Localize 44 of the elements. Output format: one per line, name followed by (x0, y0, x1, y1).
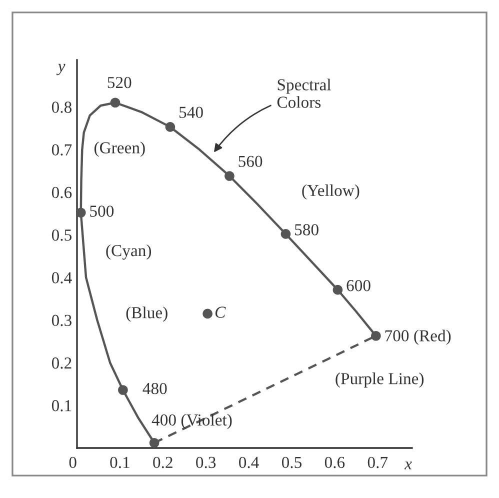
point (110, 98, 120, 108)
x-tick-label: 0.6 (324, 456, 345, 468)
point (165, 122, 176, 132)
annotation: 540 (180, 106, 203, 118)
annotation: (Purple Line) (336, 372, 424, 388)
annotation: 600 (346, 280, 370, 292)
y-tick-label: 0.7 (52, 144, 72, 156)
point (280, 229, 291, 239)
annotation: 580 (295, 224, 318, 236)
point (224, 171, 234, 181)
annotation: (Yellow) (302, 184, 360, 200)
annotation: 520 (108, 76, 132, 88)
x-tick-label: 0.7 (368, 456, 388, 468)
x-axis-title: x (404, 462, 412, 470)
annotation: (Blue) (126, 306, 168, 322)
point (118, 385, 128, 395)
y-tick-label: 0.1 (52, 400, 72, 412)
x-tick-label: 0.4 (239, 456, 259, 468)
point (77, 208, 86, 218)
point (371, 330, 381, 341)
point (149, 438, 160, 448)
annotation: 560 (238, 156, 262, 168)
y-tick-label: 0.2 (52, 357, 72, 369)
annotation: 700 (Red) (385, 330, 451, 345)
y-tick-label: 0.4 (52, 272, 72, 284)
y-tick-label: 0.6 (52, 186, 72, 198)
x-tick-label: 0.2 (153, 456, 172, 468)
annotation: C (215, 306, 226, 318)
y-tick-label: 0.3 (52, 314, 72, 326)
x-tick-label: 0.3 (196, 456, 216, 468)
annotation: Spectral Colors (277, 78, 331, 108)
y-axis-title: y (56, 64, 66, 76)
point (332, 284, 343, 295)
point (202, 308, 212, 319)
x-tick-label: 0.5 (282, 456, 302, 468)
x-tick-label: 0.1 (110, 456, 130, 468)
annotation: 480 (142, 382, 167, 394)
x-tick-label: 0 (69, 456, 76, 468)
annotation: 500 (90, 206, 114, 217)
annotation: (Green) (94, 142, 145, 157)
annotation: 400 (Violet) (152, 414, 232, 429)
y-tick-label: 0.8 (52, 102, 72, 113)
y-tick-label: 0.5 (52, 230, 72, 241)
annotation: (Cyan) (106, 244, 152, 260)
